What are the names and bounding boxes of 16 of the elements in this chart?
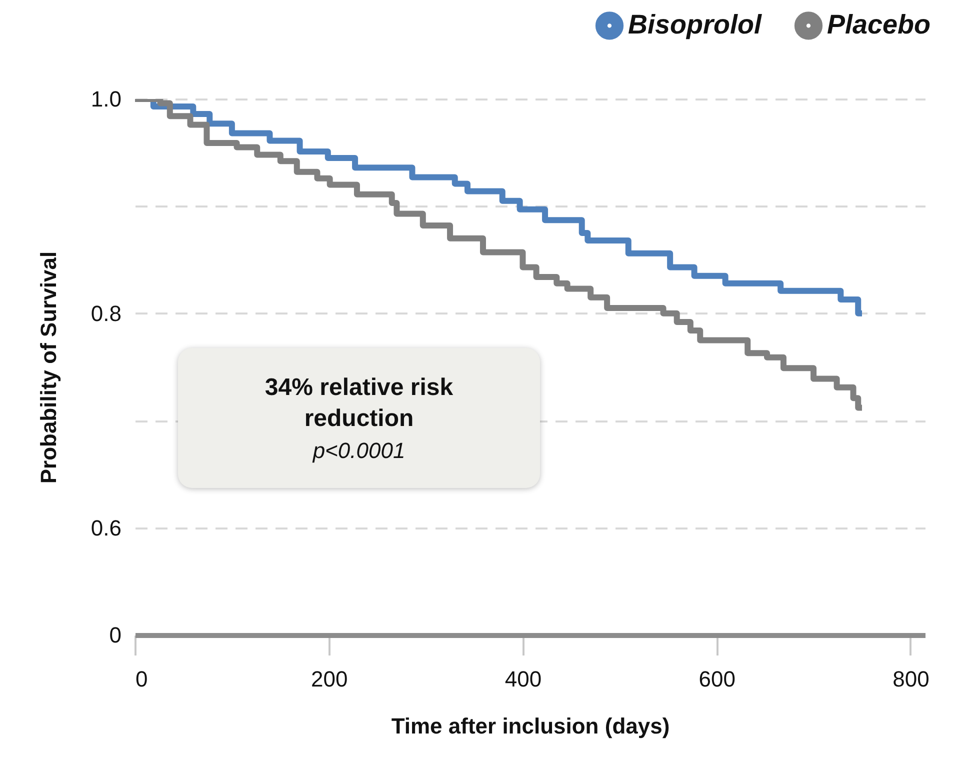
legend-label: Bisoprolol bbox=[628, 10, 762, 40]
y-tick-label: 0 bbox=[109, 622, 122, 648]
annotation: p<0.0001 bbox=[312, 438, 406, 464]
y-tick-label: 0.8 bbox=[90, 300, 122, 326]
annotation: 34% relative risk reduction bbox=[264, 372, 454, 434]
x-tick-label: 200 bbox=[311, 666, 348, 692]
x-tick-label: 0 bbox=[136, 666, 148, 692]
y-tick-label: 0.6 bbox=[90, 515, 122, 540]
note-box: 34% relative risk reduction p<0.0001 bbox=[178, 348, 540, 488]
y-tick-label: 1.0 bbox=[90, 86, 122, 112]
x-tick-label: 800 bbox=[892, 666, 930, 692]
x-tick-label: 600 bbox=[698, 666, 736, 692]
y-axis-title: Probability of Survival bbox=[36, 251, 61, 484]
legend-label: Placebo bbox=[827, 10, 931, 40]
x-tick-label: 400 bbox=[504, 666, 542, 692]
x-axis-title: Time after inclusion (days) bbox=[391, 714, 670, 738]
